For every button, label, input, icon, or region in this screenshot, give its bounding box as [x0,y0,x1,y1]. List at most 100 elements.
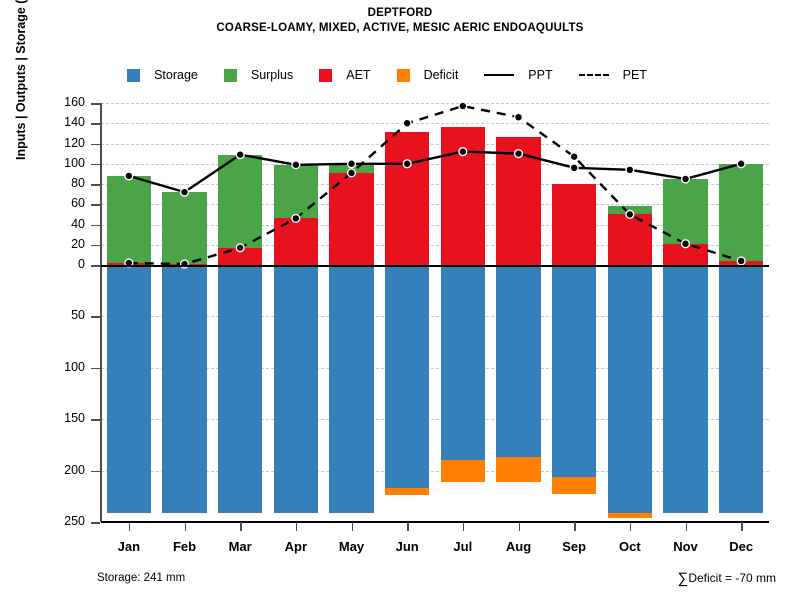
x-axis-tick [462,522,465,531]
x-axis-label-jul: Jul [453,539,473,554]
x-axis-label-oct: Oct [618,539,641,554]
x-axis-label-jun: Jun [395,539,419,554]
y-axis-tick-label: 40 [71,216,85,231]
bar-segment-surplus [106,175,152,263]
bar-group-dec[interactable] [718,103,764,522]
bar-segment-aet [663,243,708,265]
pet-marker [682,240,689,247]
x-axis-tick [240,522,242,531]
y-axis-tick-label: 60 [71,196,85,211]
legend-swatch-icon [396,68,410,82]
sigma-icon: ∑ [677,570,689,587]
y-axis-tick [91,103,100,105]
bar-segment-deficit [607,512,653,518]
deficit-summary-label: Deficit = -70 mm [688,571,776,585]
gridline [101,244,769,246]
y-axis-line [100,103,102,522]
legend-item-ppt[interactable]: PPT [484,68,578,82]
y-axis-label: Inputs | Outputs | Storage (mm) [14,0,28,160]
legend-item-deficit[interactable]: Deficit [396,68,485,82]
ppt-marker [125,172,133,180]
legend-item-surplus[interactable]: Surplus [223,68,319,82]
y-axis-tick-label: 200 [64,462,85,477]
y-axis-tick-label: 160 [64,95,85,109]
y-axis-tick-label: 50 [71,308,85,323]
y-axis-tick-label: 250 [64,514,85,528]
x-axis-label-dec: Dec [729,539,754,554]
y-axis-tick [91,184,100,186]
y-axis-tick [91,522,100,524]
x-axis-tick [128,522,131,531]
pet-marker [125,259,133,267]
y-axis-tick-label: 100 [64,155,85,170]
x-axis-tick [741,522,743,531]
bar-group-sep[interactable] [551,103,597,522]
ppt-marker [626,166,634,174]
y-axis-tick [91,265,100,267]
bar-group-may[interactable] [329,103,374,522]
bar-segment-storage [329,265,374,513]
gridline [101,470,769,472]
bar-segment-aet [384,132,430,265]
bar-group-jun[interactable] [384,103,430,522]
ppt-marker [459,148,467,155]
x-axis-line [101,521,769,523]
x-axis-tick [574,522,576,531]
legend-item-storage[interactable]: Storage [127,68,224,82]
ppt-marker [181,188,188,196]
y-axis-tick-label: 20 [71,236,85,251]
y-axis-tick [91,244,100,247]
x-axis-tick [295,522,298,531]
pet-marker [403,120,411,127]
gridline [101,316,769,318]
ppt-marker [737,160,745,167]
x-axis-label-aug: Aug [505,539,532,554]
zero-axis-line [101,265,769,267]
y-axis-tick [91,143,100,145]
y-axis-tick-label: 0 [78,257,85,271]
y-axis-tick-label: 100 [64,359,85,374]
ppt-marker [348,160,355,167]
pet-marker [459,102,467,110]
ppt-marker [570,164,578,171]
x-axis-label-may: May [338,539,365,554]
y-axis-tick [91,316,100,318]
pet-marker [236,244,244,251]
bar-segment-storage [106,265,152,513]
plot-area: 0 20 40 60 80 100 120 140 160 50 100 150 200 250 Jan F… [64,95,769,554]
y-axis-tick [91,224,100,226]
bar-group-apr[interactable] [273,103,319,522]
bar-group-aug[interactable] [496,103,541,522]
ppt-marker [682,175,689,183]
legend-item-label: AET [346,68,371,82]
legend-item-pet[interactable]: PET [578,68,673,82]
storage-summary: Storage: 241 mm [97,572,186,584]
bar-segment-surplus [718,163,764,261]
bar-group-nov[interactable] [663,103,708,522]
pet-line [128,104,742,266]
gridline [101,522,769,523]
legend-item-label: Storage [154,68,198,82]
legend-item-aet[interactable]: AET [319,68,396,82]
legend-item-label: PPT [528,68,553,82]
y-axis-tick [91,367,100,370]
bar-segment-surplus [273,164,319,219]
pet-marker [570,153,578,160]
page-title: DEPTFORD [367,7,433,19]
x-axis-tick [629,522,632,531]
bar-group-mar[interactable] [217,103,263,522]
bar-segment-surplus [663,178,708,244]
bar-segment-deficit [496,457,541,482]
legend-dashed-line-icon [578,74,609,76]
gridline [101,184,769,185]
gridline [101,419,769,421]
y-axis-tick [91,163,100,166]
x-axis-label-mar: Mar [228,539,252,554]
x-axis-tick [351,522,353,531]
y-axis-tick [91,123,100,125]
bar-group-jan[interactable] [106,103,152,522]
ppt-marker [236,151,244,158]
gridline [101,103,769,104]
bar-segment-storage [384,265,430,489]
gridline [101,204,769,206]
